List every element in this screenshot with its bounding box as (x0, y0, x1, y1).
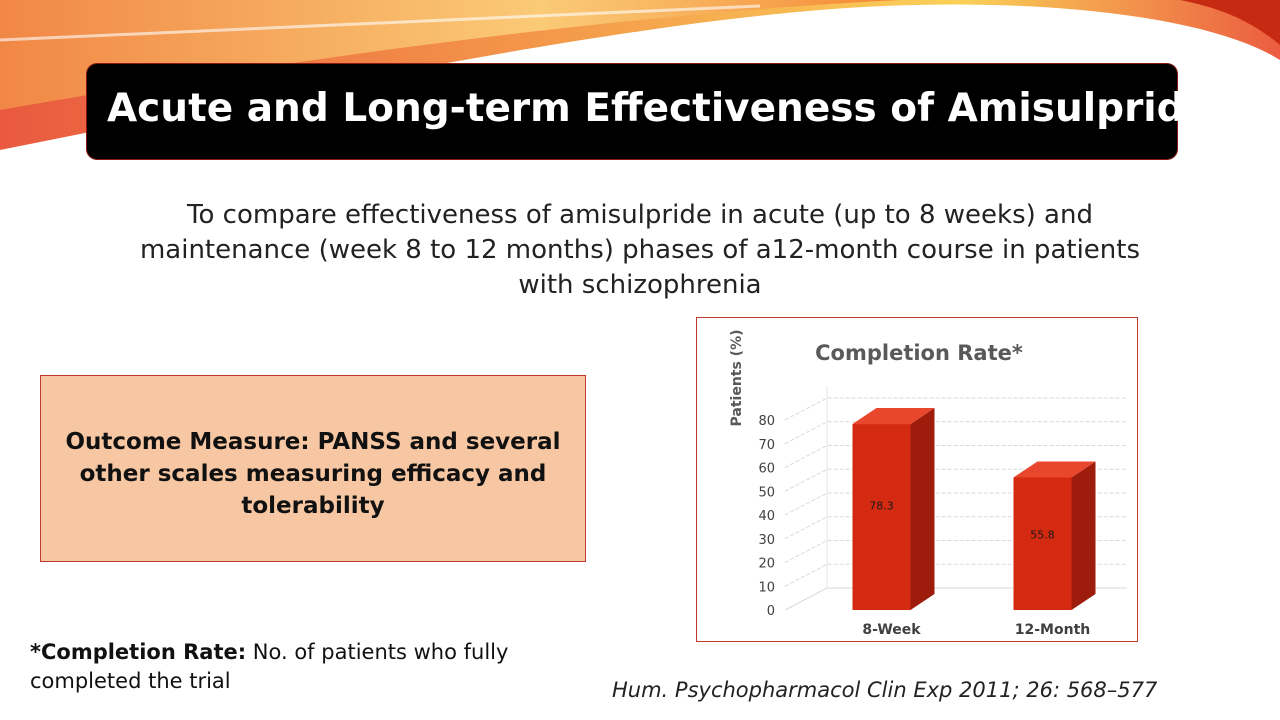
x-tick-label: 8-Week (862, 622, 921, 638)
y-tick-label: 0 (767, 604, 775, 619)
bar-12-month: 55.8 (1013, 461, 1096, 610)
y-tick-label: 30 (758, 533, 775, 548)
chart-frame: Completion Rate* Patients (%) 0 10 20 30 40 5… (696, 317, 1138, 642)
citation: Hum. Psychopharmacol Clin Exp 2011; 26: … (612, 678, 1158, 702)
outcome-measure-box: Outcome Measure: PANSS and several other… (40, 375, 586, 562)
title-bar: Acute and Long-term Effectiveness of Ami… (87, 64, 1211, 159)
gridline (784, 397, 1127, 421)
x-tick-label: 12-Month (1015, 622, 1090, 638)
chart-title: Completion Rate* (815, 341, 1023, 365)
bars: 78.3 55.8 (852, 408, 1096, 610)
y-axis-ticks: 0 10 20 30 40 50 60 70 80 (758, 414, 775, 619)
y-tick-label: 60 (758, 462, 775, 477)
bar-side (1071, 461, 1096, 610)
completion-rate-chart: Completion Rate* Patients (%) 0 10 20 30 40 5… (729, 329, 1127, 638)
y-tick-label: 10 (758, 580, 775, 595)
slide-title: Acute and Long-term Effectiveness of Ami… (107, 86, 1212, 131)
outcome-measure-text: Outcome Measure: PANSS and several other… (65, 429, 561, 519)
data-label: 78.3 (869, 500, 894, 513)
footnote-term: *Completion Rate: (30, 640, 247, 664)
y-tick-label: 70 (758, 438, 775, 453)
slide-subtitle: To compare effectiveness of amisulpride … (139, 200, 1141, 300)
y-tick-label: 40 (758, 509, 775, 524)
gridline (784, 445, 1127, 468)
footnote-definition: No. of patients who fully completed the … (30, 640, 509, 693)
y-tick-label: 80 (758, 414, 775, 429)
bar-front (1013, 477, 1072, 610)
gridline (784, 421, 1127, 445)
decorative-swoosh (0, 0, 1280, 150)
y-tick-label: 20 (758, 557, 775, 572)
bar-side (910, 408, 935, 610)
bar-8-week: 78.3 (852, 408, 935, 610)
y-axis-label: Patients (%) (729, 329, 745, 426)
data-label: 55.8 (1030, 528, 1055, 541)
y-tick-label: 50 (758, 485, 775, 500)
bar-top (852, 408, 935, 425)
x-axis-ticks: 8-Week 12-Month (862, 622, 1090, 638)
bar-top (1013, 461, 1096, 478)
completion-rate-footnote: *Completion Rate: No. of patients who fu… (30, 638, 510, 696)
bar-front (852, 424, 911, 610)
